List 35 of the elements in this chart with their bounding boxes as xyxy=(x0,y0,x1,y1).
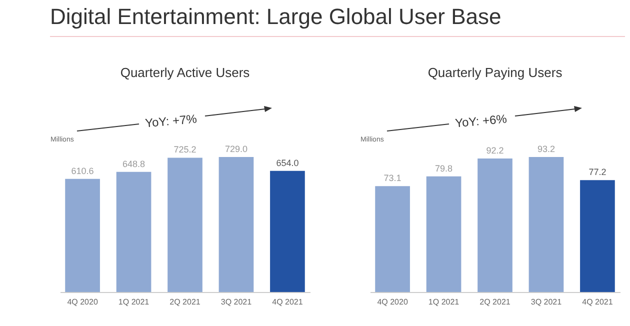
bar xyxy=(116,172,152,292)
x-tick-label: 4Q 2021 xyxy=(272,298,304,306)
data-label: 725.2 xyxy=(174,144,196,155)
bar xyxy=(375,186,410,292)
bar xyxy=(270,170,305,292)
x-tick-label: 4Q 2021 xyxy=(582,298,614,306)
x-tick-label: 1Q 2021 xyxy=(118,298,150,306)
bar xyxy=(65,178,100,292)
data-label: 93.2 xyxy=(537,144,555,154)
data-label: 92.2 xyxy=(486,145,504,156)
x-tick-label: 3Q 2021 xyxy=(530,298,562,306)
bar xyxy=(478,158,512,292)
bar xyxy=(426,176,462,292)
text: YoY: +7% xyxy=(144,112,198,130)
bar xyxy=(218,157,254,292)
x-tick-label: 3Q 2021 xyxy=(220,298,252,306)
x-tick-label: 2Q 2021 xyxy=(170,298,201,306)
text: YoY: +6% xyxy=(454,112,508,130)
data-label: 77.2 xyxy=(588,167,606,178)
chart-title: Quarterly Paying Users xyxy=(428,65,563,80)
x-tick-label: 4Q 2020 xyxy=(67,298,98,306)
data-label: 610.6 xyxy=(71,166,94,176)
data-label: 73.1 xyxy=(384,173,402,184)
bar xyxy=(528,157,564,292)
x-tick-label: 4Q 2020 xyxy=(377,298,408,306)
data-label: 79.8 xyxy=(435,163,453,174)
x-tick-label: 2Q 2021 xyxy=(480,298,511,306)
text: Digital Entertainment: Large Global User Base xyxy=(50,4,625,37)
chart-title: Quarterly Active Users xyxy=(120,65,250,80)
data-label: 729.0 xyxy=(224,144,248,154)
x-tick-label: 1Q 2021 xyxy=(428,298,460,306)
bar xyxy=(168,158,202,292)
bar xyxy=(580,180,615,292)
data-label: 648.8 xyxy=(122,158,146,169)
data-label: 654.0 xyxy=(276,158,299,168)
